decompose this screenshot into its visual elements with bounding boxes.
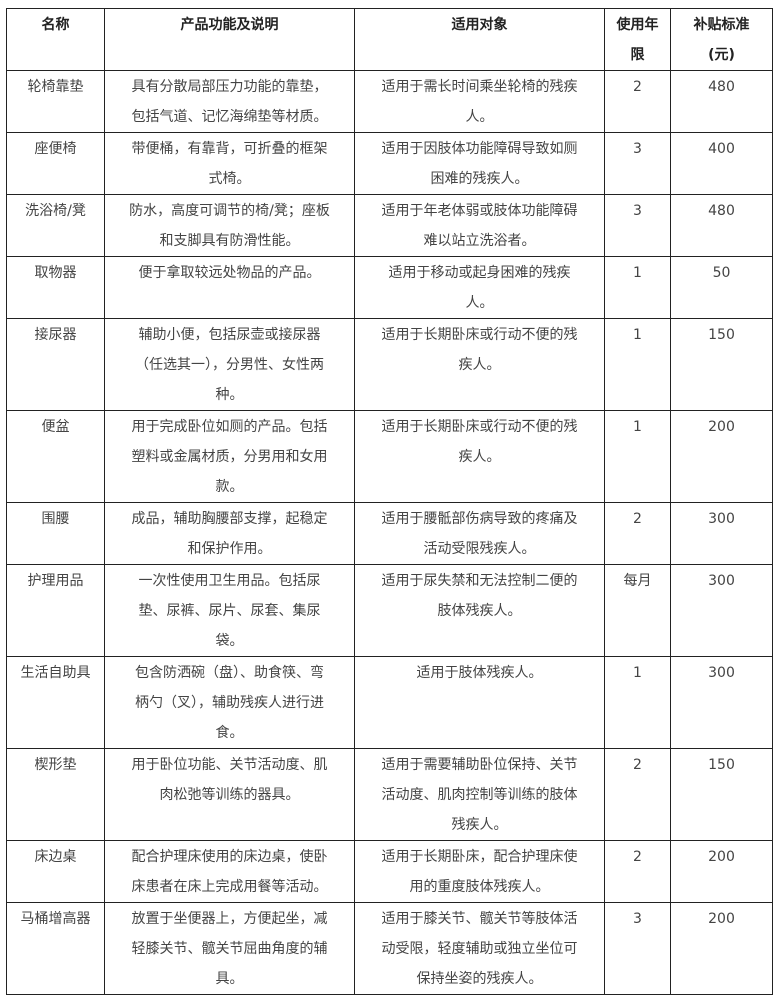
cell-subsidy: 480 xyxy=(670,194,773,257)
cell-name: 围腰 xyxy=(6,502,105,565)
header-name: 名称 xyxy=(6,8,105,71)
cell-description: 用于卧位功能、关节活动度、肌 肉松弛等训练的器具。 xyxy=(104,748,355,841)
cell-subsidy: 200 xyxy=(670,902,773,995)
table-row: 护理用品 一次性使用卫生用品。包括尿 垫、尿裤、尿片、尿套、集尿 袋。 适用于尿失禁… xyxy=(6,564,773,657)
cell-years: 1 xyxy=(604,318,671,411)
cell-years: 3 xyxy=(604,132,671,195)
table-row: 楔形垫 用于卧位功能、关节活动度、肌 肉松弛等训练的器具。 适用于需要辅助卧位保持、… xyxy=(6,748,773,841)
cell-target: 适用于尿失禁和无法控制二便的 肢体残疾人。 xyxy=(354,564,605,657)
cell-target: 适用于长期卧床，配合护理床使 用的重度肢体残疾人。 xyxy=(354,840,605,903)
cell-years: 3 xyxy=(604,194,671,257)
header-subsidy: 补贴标准 (元) xyxy=(670,8,773,71)
cell-years: 1 xyxy=(604,656,671,749)
cell-years: 2 xyxy=(604,70,671,133)
cell-years: 2 xyxy=(604,840,671,903)
cell-description: 一次性使用卫生用品。包括尿 垫、尿裤、尿片、尿套、集尿 袋。 xyxy=(104,564,355,657)
cell-target: 适用于肢体残疾人。 xyxy=(354,656,605,749)
cell-name: 接尿器 xyxy=(6,318,105,411)
cell-subsidy: 300 xyxy=(670,564,773,657)
cell-subsidy: 300 xyxy=(670,502,773,565)
cell-subsidy: 150 xyxy=(670,318,773,411)
cell-years: 1 xyxy=(604,256,671,319)
cell-description: 放置于坐便器上，方便起坐，减 轻膝关节、髋关节屈曲角度的辅 具。 xyxy=(104,902,355,995)
cell-subsidy: 50 xyxy=(670,256,773,319)
table-row: 围腰 成品，辅助胸腰部支撑，起稳定 和保护作用。 适用于腰骶部伤病导致的疼痛及 活动… xyxy=(6,502,773,565)
cell-name: 轮椅靠垫 xyxy=(6,70,105,133)
cell-name: 便盆 xyxy=(6,410,105,503)
header-years: 使用年 限 xyxy=(604,8,671,71)
cell-subsidy: 150 xyxy=(670,748,773,841)
cell-target: 适用于因肢体功能障碍导致如厕 困难的残疾人。 xyxy=(354,132,605,195)
cell-subsidy: 480 xyxy=(670,70,773,133)
table-row: 生活自助具 包含防洒碗（盘）、助食筷、弯 柄勺（叉），辅助残疾人进行进 食。 适用于… xyxy=(6,656,773,749)
cell-description: 防水，高度可调节的椅/凳；座板 和支脚具有防滑性能。 xyxy=(104,194,355,257)
cell-years: 2 xyxy=(604,748,671,841)
cell-target: 适用于需要辅助卧位保持、关节 活动度、肌肉控制等训练的肢体 残疾人。 xyxy=(354,748,605,841)
cell-name: 马桶增高器 xyxy=(6,902,105,995)
table-row: 洗浴椅/凳 防水，高度可调节的椅/凳；座板 和支脚具有防滑性能。 适用于年老体弱或肢… xyxy=(6,194,773,257)
cell-description: 用于完成卧位如厕的产品。包括 塑料或金属材质，分男用和女用 款。 xyxy=(104,410,355,503)
cell-description: 配合护理床使用的床边桌，使卧 床患者在床上完成用餐等活动。 xyxy=(104,840,355,903)
cell-target: 适用于需长时间乘坐轮椅的残疾 人。 xyxy=(354,70,605,133)
table-row: 便盆 用于完成卧位如厕的产品。包括 塑料或金属材质，分男用和女用 款。 适用于长期卧… xyxy=(6,410,773,503)
cell-name: 生活自助具 xyxy=(6,656,105,749)
cell-name: 取物器 xyxy=(6,256,105,319)
table-row: 取物器 便于拿取较远处物品的产品。 适用于移动或起身困难的残疾 人。 1 50 xyxy=(6,256,773,319)
cell-target: 适用于长期卧床或行动不便的残 疾人。 xyxy=(354,410,605,503)
header-description: 产品功能及说明 xyxy=(104,8,355,71)
header-target: 适用对象 xyxy=(354,8,605,71)
cell-subsidy: 300 xyxy=(670,656,773,749)
cell-name: 床边桌 xyxy=(6,840,105,903)
table-row: 马桶增高器 放置于坐便器上，方便起坐，减 轻膝关节、髋关节屈曲角度的辅 具。 适用于… xyxy=(6,902,773,995)
header-row: 名称 产品功能及说明 适用对象 使用年 限补贴标准 (元) xyxy=(6,8,773,71)
cell-name: 楔形垫 xyxy=(6,748,105,841)
cell-name: 护理用品 xyxy=(6,564,105,657)
cell-description: 便于拿取较远处物品的产品。 xyxy=(104,256,355,319)
table-row: 接尿器 辅助小便，包括尿壶或接尿器 （任选其一），分男性、女性两 种。 适用于长期卧… xyxy=(6,318,773,411)
cell-years: 每月 xyxy=(604,564,671,657)
cell-target: 适用于移动或起身困难的残疾 人。 xyxy=(354,256,605,319)
cell-subsidy: 200 xyxy=(670,410,773,503)
cell-description: 具有分散局部压力功能的靠垫， 包括气道、记忆海绵垫等材质。 xyxy=(104,70,355,133)
cell-description: 成品，辅助胸腰部支撑，起稳定 和保护作用。 xyxy=(104,502,355,565)
cell-description: 包含防洒碗（盘）、助食筷、弯 柄勺（叉），辅助残疾人进行进 食。 xyxy=(104,656,355,749)
subsidy-table: 名称 产品功能及说明 适用对象 使用年 限补贴标准 (元) 轮椅靠垫 具有分散局部压力功… xyxy=(6,8,773,995)
cell-years: 1 xyxy=(604,410,671,503)
cell-target: 适用于腰骶部伤病导致的疼痛及 活动受限残疾人。 xyxy=(354,502,605,565)
cell-target: 适用于长期卧床或行动不便的残 疾人。 xyxy=(354,318,605,411)
table-row: 座便椅 带便桶，有靠背，可折叠的框架 式椅。 适用于因肢体功能障碍导致如厕 困难的残… xyxy=(6,132,773,195)
cell-description: 带便桶，有靠背，可折叠的框架 式椅。 xyxy=(104,132,355,195)
cell-subsidy: 400 xyxy=(670,132,773,195)
cell-target: 适用于膝关节、髋关节等肢体活 动受限，轻度辅助或独立坐位可 保持坐姿的残疾人。 xyxy=(354,902,605,995)
cell-description: 辅助小便，包括尿壶或接尿器 （任选其一），分男性、女性两 种。 xyxy=(104,318,355,411)
cell-name: 洗浴椅/凳 xyxy=(6,194,105,257)
cell-years: 2 xyxy=(604,502,671,565)
cell-years: 3 xyxy=(604,902,671,995)
table-row: 床边桌 配合护理床使用的床边桌，使卧 床患者在床上完成用餐等活动。 适用于长期卧床，… xyxy=(6,840,773,903)
cell-name: 座便椅 xyxy=(6,132,105,195)
cell-subsidy: 200 xyxy=(670,840,773,903)
table-row: 轮椅靠垫 具有分散局部压力功能的靠垫， 包括气道、记忆海绵垫等材质。 适用于需长时间… xyxy=(6,70,773,133)
cell-target: 适用于年老体弱或肢体功能障碍 难以站立洗浴者。 xyxy=(354,194,605,257)
